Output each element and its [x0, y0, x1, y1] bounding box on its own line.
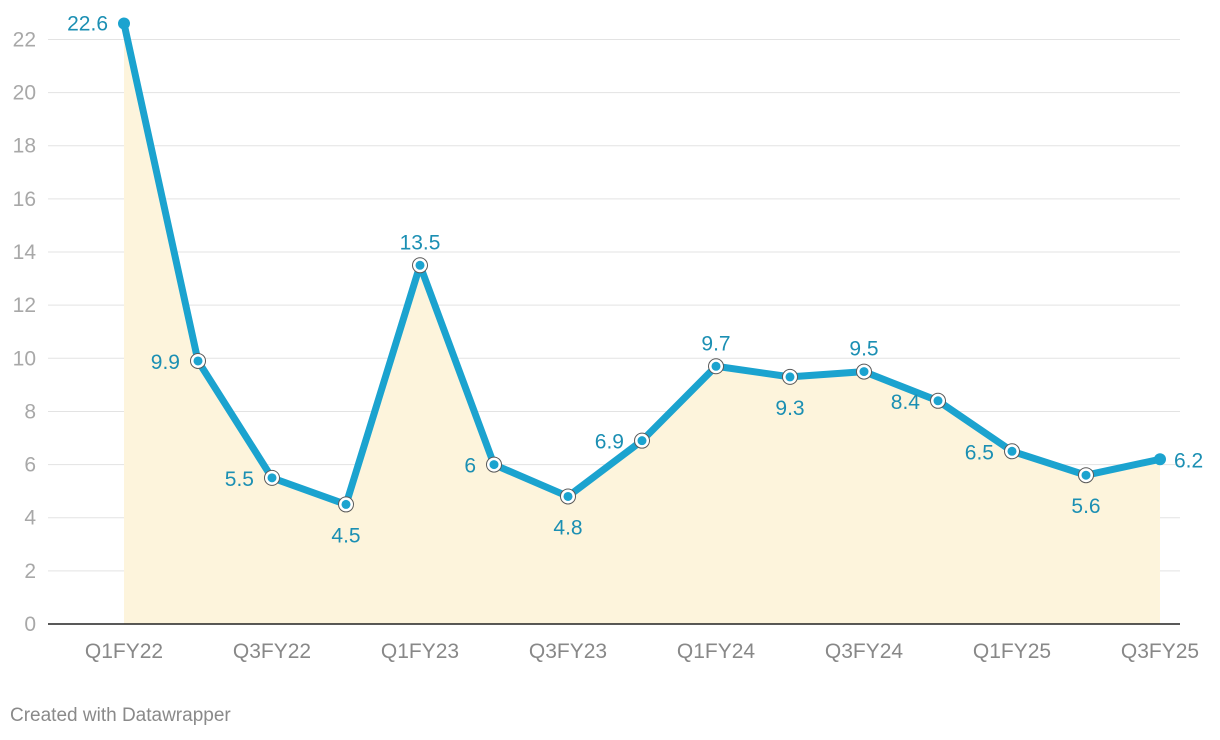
- series-line: [120, 20, 1164, 508]
- data-label: 4.5: [331, 524, 360, 547]
- x-tick-label: Q1FY24: [677, 640, 756, 663]
- data-labels: 22.6 9.9 5.5 4.5 13.5 6 4.8 6.9 9.7 9.3 9.5 8.4 6.5 5…: [67, 13, 1203, 548]
- data-point-core: [785, 372, 795, 382]
- data-points: [118, 17, 1166, 513]
- x-axis: Q1FY22 Q3FY22 Q1FY23 Q3FY23 Q1FY24 Q3FY24 Q1FY…: [85, 640, 1199, 663]
- data-point: [1154, 453, 1166, 466]
- area-fill: [124, 23, 1160, 624]
- data-label: 5.6: [1071, 495, 1100, 518]
- x-tick-label: Q1FY22: [85, 640, 163, 663]
- data-label: 6.2: [1174, 449, 1203, 472]
- y-tick-label: 16: [13, 188, 36, 211]
- area-path: [124, 23, 1160, 624]
- x-tick-label: Q3FY24: [825, 640, 904, 663]
- y-tick-label: 2: [24, 560, 36, 583]
- data-label: 6.5: [965, 441, 994, 464]
- y-tick-label: 4: [24, 507, 36, 530]
- y-tick-label: 12: [13, 294, 36, 317]
- data-point-core: [859, 367, 869, 377]
- data-label: 13.5: [400, 231, 441, 254]
- data-label: 9.9: [151, 351, 180, 374]
- data-label: 9.3: [775, 397, 804, 420]
- data-point-core: [563, 491, 573, 501]
- x-tick-label: Q1FY25: [973, 640, 1051, 663]
- data-point-core: [341, 499, 351, 509]
- series-polyline: [120, 20, 1164, 508]
- y-tick-label: 10: [13, 347, 36, 370]
- data-point-core: [1081, 470, 1091, 480]
- data-point-core: [489, 460, 499, 470]
- data-point-core: [1007, 446, 1017, 456]
- y-tick-label: 0: [24, 613, 36, 636]
- data-label: 8.4: [891, 391, 921, 414]
- credit-text: Created with Datawrapper: [10, 705, 231, 726]
- data-point: [118, 17, 130, 30]
- y-tick-label: 20: [13, 82, 36, 105]
- data-label: 6.9: [595, 431, 624, 454]
- y-tick-label: 22: [13, 28, 36, 51]
- data-point-core: [193, 356, 203, 366]
- data-label: 5.5: [225, 468, 254, 491]
- y-tick-label: 8: [24, 400, 36, 423]
- x-tick-label: Q3FY23: [529, 640, 607, 663]
- data-label: 4.8: [553, 516, 582, 539]
- data-point-core: [267, 473, 277, 483]
- y-tick-label: 14: [13, 241, 37, 264]
- data-label: 9.5: [849, 338, 878, 361]
- data-label: 6: [464, 455, 476, 478]
- x-tick-label: Q3FY25: [1121, 640, 1199, 663]
- x-tick-label: Q1FY23: [381, 640, 459, 663]
- y-axis: 0 2 4 6 8 10 12 14 16 18 20 22: [13, 28, 37, 636]
- x-tick-label: Q3FY22: [233, 640, 311, 663]
- data-point-core: [933, 396, 943, 406]
- y-tick-label: 18: [13, 135, 36, 158]
- data-point-core: [711, 361, 721, 371]
- data-point-core: [415, 260, 425, 270]
- y-tick-label: 6: [24, 454, 36, 477]
- data-label: 22.6: [67, 13, 108, 36]
- data-label: 9.7: [701, 332, 730, 355]
- data-point-core: [637, 436, 647, 446]
